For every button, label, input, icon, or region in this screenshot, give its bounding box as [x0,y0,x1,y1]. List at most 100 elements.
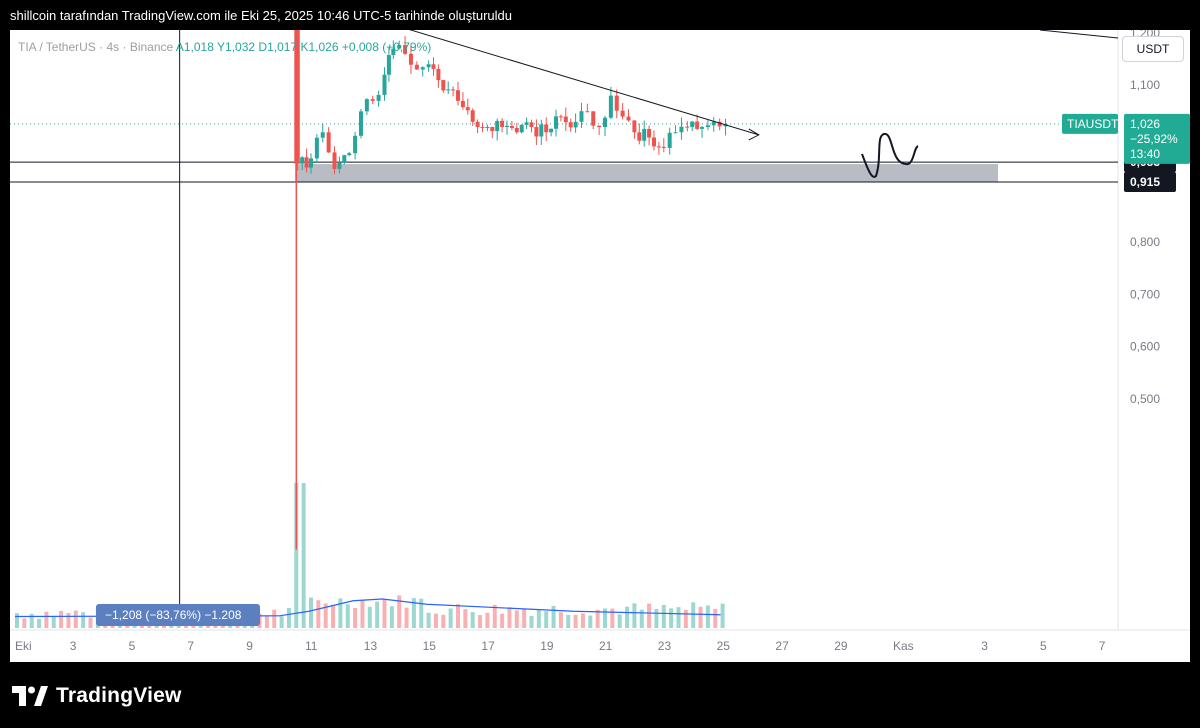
attribution-text: shillcoin tarafından TradingView.com ile… [10,8,512,23]
level-price-tag [1124,171,1176,192]
candle-body [420,67,425,70]
x-tick-label: 15 [423,639,437,653]
y-tick-label: 1,100 [1130,78,1160,92]
trendline-arrowhead [748,128,760,141]
candle-body [700,127,705,129]
candle-body [585,111,590,113]
volume-bar [37,618,42,628]
volume-bar [558,612,563,628]
descending-trendline[interactable] [403,30,759,136]
candle-body [304,157,309,168]
candle-body [685,126,690,128]
candle-body [446,89,451,91]
volume-bar [654,609,659,628]
volume-bar [389,606,394,628]
volume-bar [353,607,358,628]
volume-bar [492,604,497,628]
current-price-label: 1,026 [1130,117,1160,131]
volume-bar [338,598,343,628]
candle-body [626,116,631,121]
candle-body [320,132,325,138]
volume-bar [309,597,313,628]
candle-body [332,152,337,169]
x-tick-label: Kas [893,639,914,653]
x-tick-label: Eki [15,639,32,653]
top-bar: shillcoin tarafından TradingView.com ile… [0,0,1200,30]
y-tick-label: 0,700 [1130,287,1160,301]
volume-bar [264,616,269,628]
handdrawn-squiggle-annotation [861,133,919,178]
candle-body [614,95,619,111]
x-tick-label: 7 [1099,639,1106,653]
volume-bar [632,603,637,628]
candle-body [705,125,710,128]
y-tick-label: 0,600 [1130,340,1160,354]
candle-body [591,111,596,126]
candle-body [539,124,544,137]
volume-bar [551,605,556,628]
candle-body [456,90,460,101]
candle-body [573,121,578,128]
volume-bar [88,617,93,628]
volume-bar [625,606,630,628]
x-tick-label: 23 [658,639,672,653]
candle-body [386,55,391,75]
volume-bar [382,599,387,628]
candle-body [403,45,408,54]
volume-bar [323,603,328,628]
candle-body [431,64,436,69]
candle-body [695,121,700,129]
change-value: +0,008 (+0,79%) [341,40,432,54]
candle-body [637,132,642,141]
current-price-badge [1124,113,1190,164]
symbol-label: TIA / TetherUS · 4s · Binance [18,40,174,54]
x-tick-label: 29 [834,639,848,653]
x-tick-label: 7 [187,639,194,653]
volume-bar [713,608,718,628]
x-tick-label: 9 [246,639,253,653]
currency-unit-button[interactable]: USDT [1122,36,1184,62]
volume-bar [647,603,652,628]
volume-bar [22,618,27,628]
candle-body [358,111,363,136]
candle-body [500,120,505,128]
candle-countdown-label: 13:40 [1130,147,1160,161]
volume-bar [316,600,321,628]
price-change-label: −25,92% [1130,132,1178,146]
candle-body [529,122,534,128]
volume-bar [411,598,416,628]
candle-body [391,48,396,56]
volume-bar [426,612,431,628]
volume-bar [514,610,519,628]
candle-body [475,121,480,128]
candle-body [673,132,678,134]
tradingview-logo-icon [12,686,48,706]
volume-bar [669,608,674,628]
volume-bar [279,616,284,628]
volume-bar [433,613,438,628]
support-zone[interactable] [295,164,998,182]
volume-bar [301,483,306,628]
candle-body [326,132,331,153]
measure-label-text: −1,208 (−83,76%) −1.208 [105,608,242,622]
x-tick-label: 5 [129,639,136,653]
volume-bar [463,609,468,628]
volume-bar [573,614,578,628]
measure-label-box [96,604,260,626]
x-tick-label: 11 [305,639,318,653]
volume-bar [294,483,299,628]
candle-body [679,126,684,133]
volume-bar [661,604,666,628]
candle-body [661,146,666,148]
candle-body [495,120,500,132]
candle-body [690,121,695,128]
volume-bar [603,608,607,628]
candle-body [519,124,524,133]
candle-body [620,110,625,117]
candle-body [465,107,470,111]
candle-body [342,155,347,163]
chart-panel[interactable]: 1,4001,2001,1000,8000,7000,6000,500Eki35… [10,30,1190,662]
volume-bar [698,606,703,628]
candlestick-chart[interactable]: 1,4001,2001,1000,8000,7000,6000,500Eki35… [10,30,1190,662]
symbol-badge [1062,113,1118,134]
